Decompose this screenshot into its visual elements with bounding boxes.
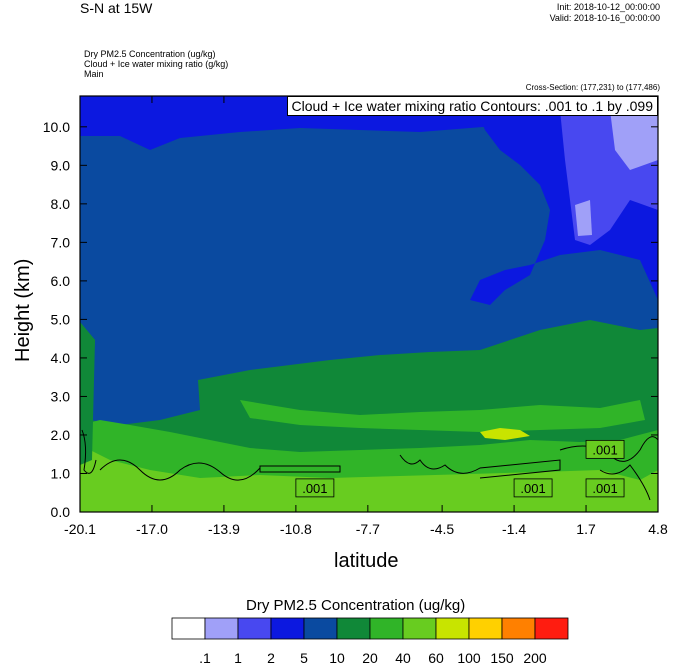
colorbar-label: 2 xyxy=(267,650,275,666)
x-axis: -20.1 -17.0 -13.9 -10.8 -7.7 -4.5 -1.4 1.7 4.8 xyxy=(64,96,668,537)
contour-label: .001 xyxy=(592,481,617,496)
concentration-field xyxy=(80,96,658,512)
y-tick-label: 6.0 xyxy=(51,273,71,289)
x-tick-label: 1.7 xyxy=(576,521,596,537)
contour-label: .001 xyxy=(592,442,617,457)
plot-title: S-N at 15W xyxy=(80,0,153,16)
y-tick-label: 10.0 xyxy=(43,119,70,135)
contour-line xyxy=(99,459,261,481)
field-right-plume-spot xyxy=(575,200,592,236)
y-axis: 0.0 1.0 2.0 3.0 4.0 5.0 6.0 7.0 8.0 9.0 10.0 xyxy=(43,119,658,520)
field-cloud-ice: Cloud + Ice water mixing ratio (g/kg) xyxy=(84,59,229,69)
field-main: Main xyxy=(84,69,104,79)
contour-label-box xyxy=(585,439,625,459)
y-tick-label: 3.0 xyxy=(51,388,71,404)
x-tick-label: -7.7 xyxy=(356,521,380,537)
field-lightgreen-layer xyxy=(240,400,645,432)
x-tick-label: -1.4 xyxy=(502,521,526,537)
field-yellowgreen-band xyxy=(80,445,658,512)
contour-label-box xyxy=(513,478,553,498)
colorbar-label: 200 xyxy=(523,650,547,666)
colorbar-label: 60 xyxy=(428,650,444,666)
y-tick-label: 4.0 xyxy=(51,350,71,366)
y-tick-label: 0.0 xyxy=(51,504,71,520)
colorbar-label: 1 xyxy=(234,650,242,666)
y-tick-label: 9.0 xyxy=(51,157,71,173)
colorbar-label: 150 xyxy=(490,650,514,666)
colorbar-label: .1 xyxy=(199,650,211,666)
contour-label: .001 xyxy=(302,481,327,496)
colorbar-swatch xyxy=(402,617,437,640)
init-time: Init: 2018-10-12_00:00:00 xyxy=(556,2,660,12)
colorbar-swatch xyxy=(435,617,470,640)
colorbar-swatch xyxy=(204,617,239,640)
contour-line xyxy=(399,454,561,479)
y-tick-label: 5.0 xyxy=(51,311,71,327)
contour-label-box xyxy=(585,478,625,498)
colorbar-label: 40 xyxy=(395,650,411,666)
colorbar-label: 20 xyxy=(362,650,378,666)
colorbar-swatch xyxy=(369,617,404,640)
contour-label-box xyxy=(295,478,335,498)
field-pm25: Dry PM2.5 Concentration (ug/kg) xyxy=(84,49,216,59)
time-info: Init: 2018-10-12_00:00:00 Valid: 2018-10… xyxy=(550,2,660,24)
contour-line xyxy=(599,464,651,501)
contour-info-box: Cloud + Ice water mixing ratio Contours:… xyxy=(286,96,658,116)
contour-labels: .001 .001 .001 .001 xyxy=(295,439,625,498)
colorbar-swatch xyxy=(534,617,569,640)
x-axis-title: latitude xyxy=(334,550,399,572)
colorbar-swatch xyxy=(468,617,503,640)
y-axis-title: Height (km) xyxy=(12,258,34,362)
y-tick-label: 2.0 xyxy=(51,427,71,443)
x-tick-label: -4.5 xyxy=(430,521,454,537)
contour-line xyxy=(81,429,97,474)
contour-label: .001 xyxy=(520,481,545,496)
x-tick-label: -10.8 xyxy=(280,521,312,537)
field-right-plume-core xyxy=(610,104,658,170)
field-info: Dry PM2.5 Concentration (ug/kg) Cloud + … xyxy=(84,49,228,79)
colorbar-swatch xyxy=(501,617,536,640)
colorbar-swatch xyxy=(171,617,206,640)
colorbar-swatch xyxy=(237,617,272,640)
contour-line xyxy=(259,465,341,473)
colorbar: .1 1 2 5 10 20 40 60 100 150 200 xyxy=(171,617,569,666)
colorbar-label: 10 xyxy=(329,650,345,666)
x-tick-label: -20.1 xyxy=(64,521,96,537)
x-tick-label: 4.8 xyxy=(648,521,668,537)
y-tick-label: 7.0 xyxy=(51,234,71,250)
x-tick-label: -13.9 xyxy=(208,521,240,537)
colorbar-swatch xyxy=(270,617,305,640)
colorbar-label: 100 xyxy=(457,650,481,666)
x-tick-label: -17.0 xyxy=(136,521,168,537)
y-tick-label: 1.0 xyxy=(51,465,71,481)
colorbar-swatch xyxy=(336,617,371,640)
colorbar-title: Dry PM2.5 Concentration (ug/kg) xyxy=(246,597,466,614)
colorbar-label: 5 xyxy=(300,650,308,666)
cross-section-label: Cross-Section: (177,231) to (177,486) xyxy=(525,83,660,92)
colorbar-swatch xyxy=(303,617,338,640)
field-yellow-spot xyxy=(480,428,530,440)
valid-time: Valid: 2018-10-16_00:00:00 xyxy=(549,13,660,23)
y-tick-label: 8.0 xyxy=(51,196,71,212)
